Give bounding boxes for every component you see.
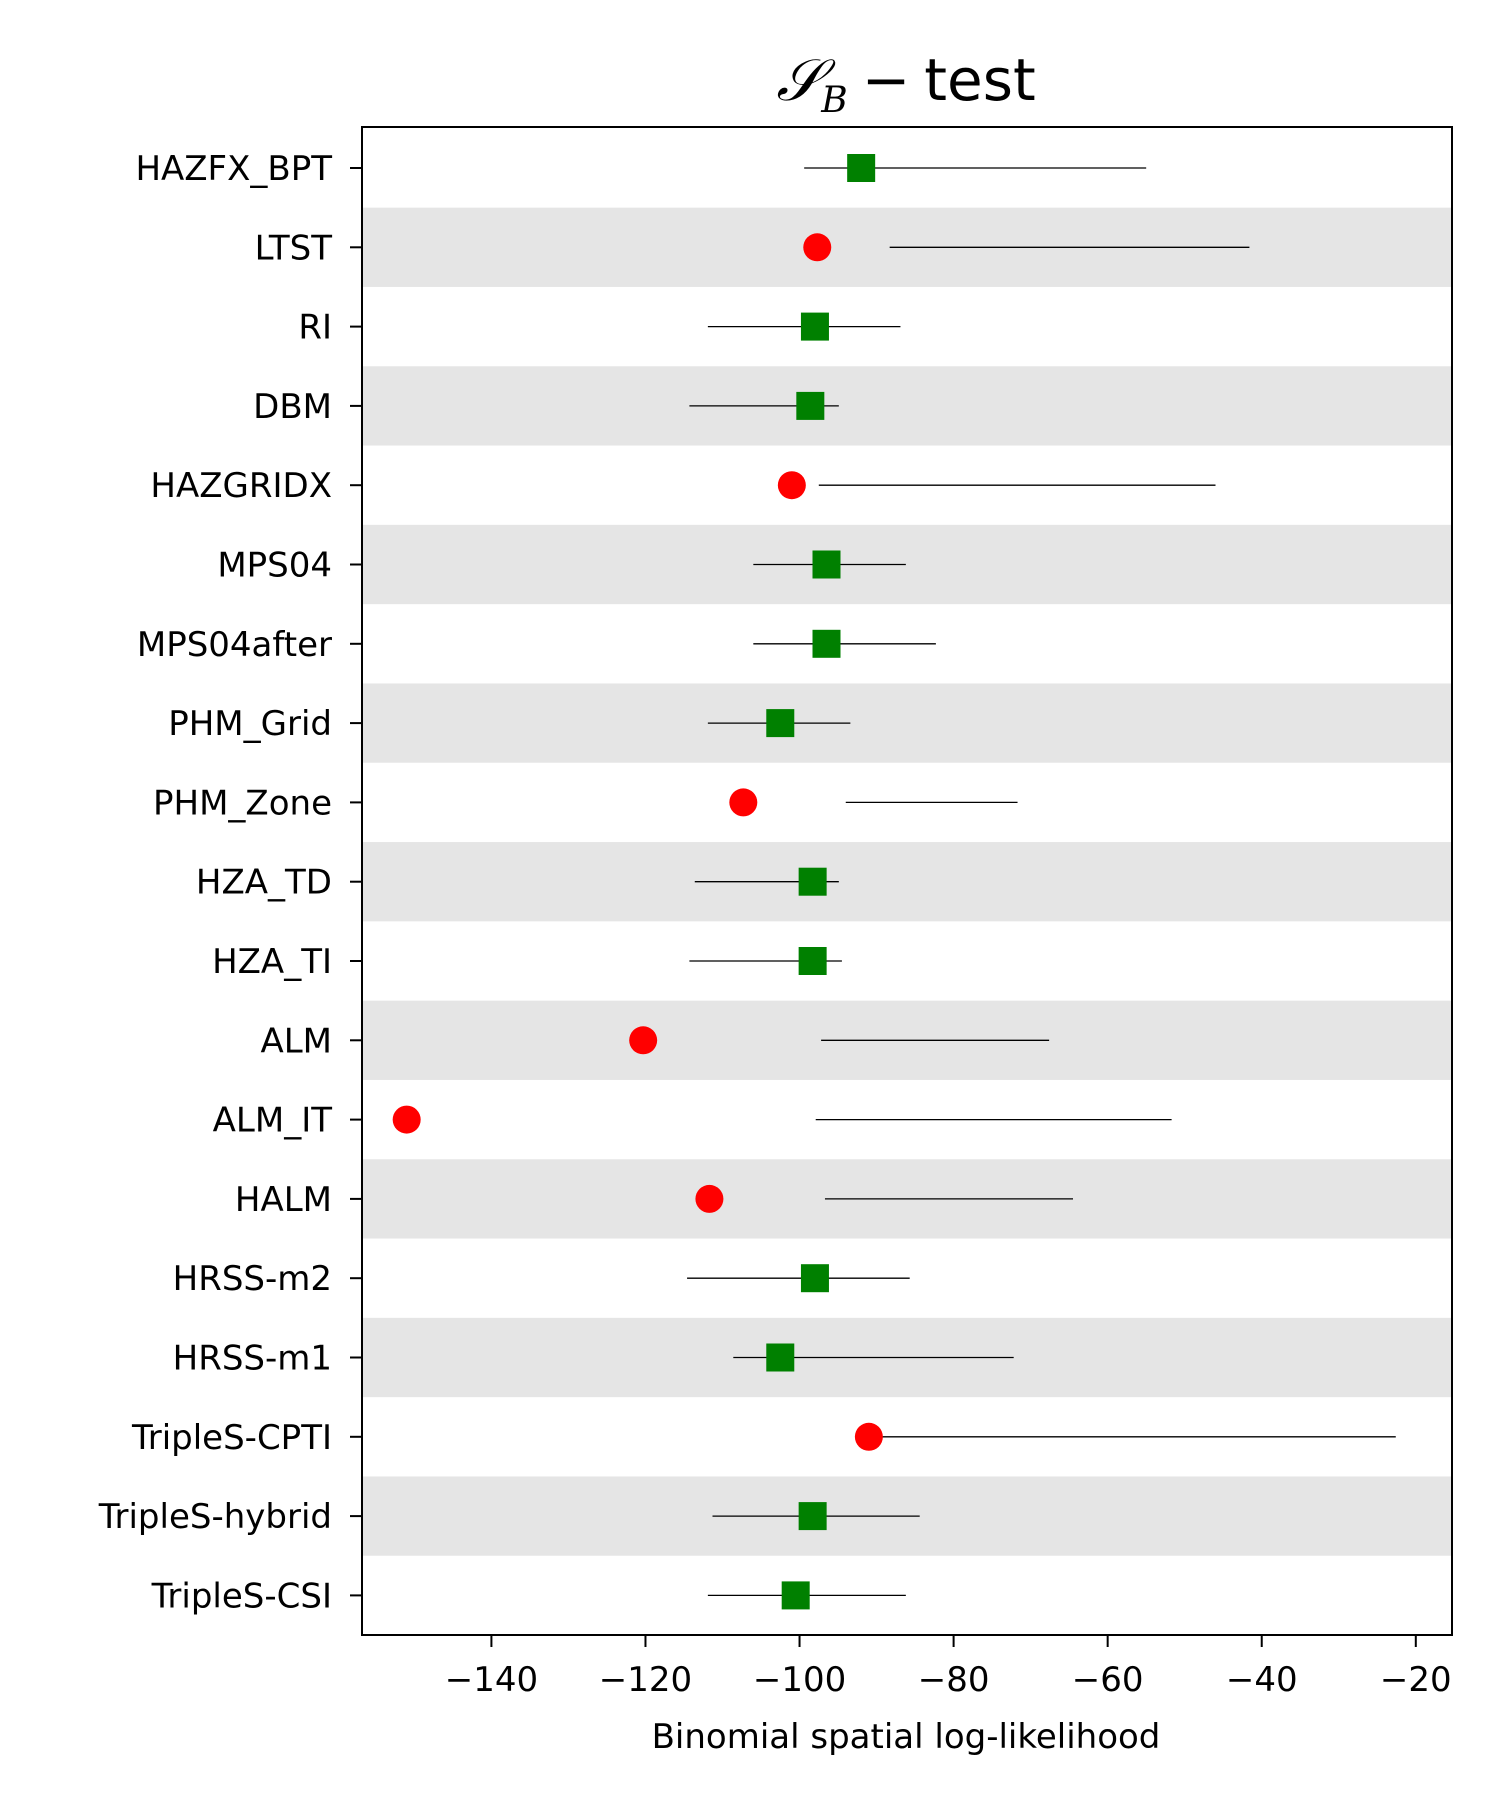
- pass-marker: [798, 1502, 827, 1531]
- pass-marker: [800, 1264, 829, 1293]
- row-band: [363, 366, 1451, 446]
- title-subscript: B: [820, 80, 847, 121]
- pass-marker: [796, 391, 825, 420]
- pass-marker: [847, 154, 876, 182]
- y-tick-label: MPS04after: [137, 625, 332, 665]
- y-tick-label: LTST: [255, 228, 333, 268]
- pass-marker: [781, 1581, 810, 1610]
- x-tick-label: −100: [753, 1660, 846, 1700]
- y-tick-label: PHM_Grid: [168, 704, 332, 744]
- pass-marker: [800, 312, 829, 341]
- y-tick-label: HZA_TI: [212, 942, 332, 982]
- pass-marker: [798, 867, 827, 896]
- x-tick-label: −80: [918, 1660, 990, 1700]
- y-tick-label: RI: [298, 308, 332, 348]
- x-tick-label: −60: [1072, 1660, 1144, 1700]
- x-axis-label: Binomial spatial log-likelihood: [652, 1717, 1161, 1757]
- pass-marker: [766, 1343, 795, 1372]
- y-tick-label: ALM_IT: [213, 1101, 333, 1141]
- chart-title: 𝒮B − test: [776, 46, 1035, 121]
- x-tick-label: −20: [1380, 1660, 1452, 1700]
- y-tick-label: ALM: [260, 1021, 332, 1061]
- x-axis-ticks: −140 −120 −100 −80 −60 −40 −20: [445, 1635, 1452, 1700]
- y-tick-label: TripleS-CPTI: [131, 1418, 332, 1458]
- pass-marker: [812, 629, 841, 658]
- y-tick-label: PHM_Zone: [153, 783, 332, 823]
- y-tick-label: HAZFX_BPT: [135, 149, 332, 189]
- y-tick-label: TripleS-hybrid: [98, 1497, 332, 1537]
- fail-marker: [629, 1026, 658, 1055]
- y-tick-label: DBM: [253, 387, 332, 427]
- row-band: [363, 683, 1451, 763]
- y-tick-label: HAZGRIDX: [150, 466, 332, 506]
- x-tick-label: −140: [445, 1660, 538, 1700]
- fail-marker: [695, 1184, 724, 1213]
- fail-marker: [777, 471, 806, 500]
- y-axis-ticks: HAZFX_BPT LTST RI DBM HAZGRIDX MPS04 MPS04afte…: [98, 149, 362, 1616]
- pass-marker: [812, 550, 841, 579]
- fail-marker: [854, 1422, 883, 1451]
- x-tick-label: −120: [599, 1660, 692, 1700]
- fail-marker: [729, 788, 758, 817]
- y-tick-label: HZA_TD: [196, 863, 332, 903]
- pass-marker: [798, 947, 827, 975]
- x-tick-label: −40: [1226, 1660, 1298, 1700]
- row-band: [363, 842, 1451, 922]
- y-tick-label: TripleS-CSI: [151, 1576, 332, 1616]
- fail-marker: [392, 1105, 421, 1134]
- row-band: [363, 524, 1451, 605]
- y-tick-label: MPS04: [217, 546, 332, 586]
- y-tick-label: HALM: [235, 1180, 332, 1220]
- pass-marker: [766, 709, 795, 738]
- data-markers: [392, 154, 883, 1610]
- row-bands: [363, 207, 1451, 1556]
- y-tick-label: HRSS-m1: [173, 1339, 332, 1379]
- title-text: test: [924, 46, 1035, 114]
- plot-frame: [361, 126, 1453, 1636]
- y-tick-label: HRSS-m2: [173, 1259, 332, 1299]
- fail-marker: [803, 233, 832, 262]
- title-operator: −: [862, 46, 911, 114]
